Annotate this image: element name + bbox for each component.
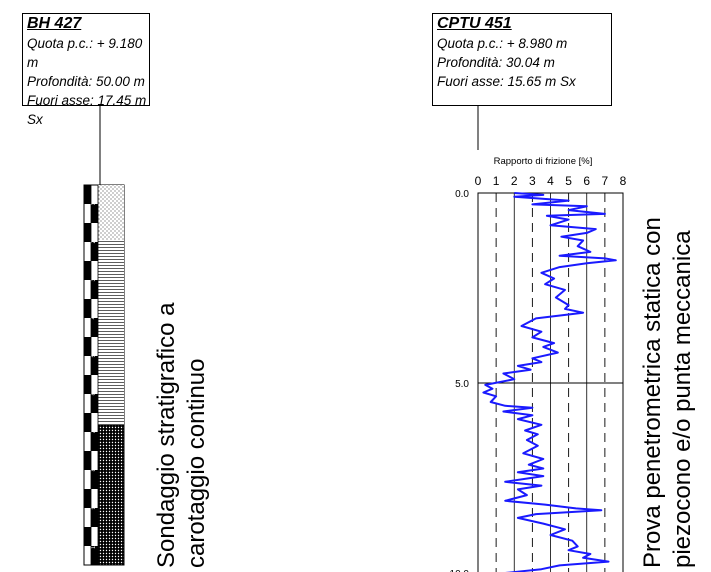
- x-tick-label: 6: [583, 174, 590, 188]
- borehole-depth: Profondità: 50.00 m: [27, 74, 145, 89]
- cptu-caption-line1: Prova penetrometrica statica con: [639, 217, 666, 568]
- cptu-info-box: CPTU 451 Quota p.c.: + 8.980 m Profondit…: [432, 13, 612, 106]
- sand-layer-top: [98, 185, 124, 240]
- depth-bar-8: [84, 451, 91, 470]
- depth-bar-5: [84, 337, 91, 356]
- x-tick-label: 1: [493, 174, 500, 188]
- borehole-info-box: BH 427 Quota p.c.: + 9.180 m Profondità:…: [22, 13, 150, 127]
- x-tick-label: 4: [547, 174, 554, 188]
- depth-bar-1: [84, 185, 91, 204]
- depth-bar-4: [84, 299, 91, 318]
- depth-scale-label: 6: [91, 392, 97, 395]
- depth-scale-label: 2: [91, 240, 97, 243]
- cptu-depth: Profondità: 30.04 m: [437, 55, 555, 70]
- cptu-quota: Quota p.c.: + 8.980 m: [437, 36, 568, 51]
- depth-scale-label: 1: [91, 202, 97, 205]
- depth-bar-6: [84, 375, 91, 394]
- borehole-title: BH 427: [27, 15, 82, 32]
- x-tick-label: 5: [565, 174, 572, 188]
- silt-layer: [98, 240, 124, 425]
- depth-bar-alt-3: [91, 280, 98, 299]
- cptu-caption-line2: piezocono e/o punta meccanica: [669, 230, 696, 568]
- depth-bar-alt-2: [91, 242, 98, 261]
- depth-scale-label: 3: [91, 278, 97, 281]
- depth-bar-3: [84, 261, 91, 280]
- depth-scale-label: 4: [91, 316, 97, 319]
- depth-bar-alt-9: [91, 508, 98, 527]
- y-tick-label: 10.0: [450, 569, 470, 572]
- depth-scale-label: 10: [91, 543, 97, 549]
- x-tick-label: 7: [602, 174, 609, 188]
- depth-scale-label: 5: [91, 354, 97, 357]
- depth-bar-9: [84, 489, 91, 508]
- cptu-title: CPTU 451: [437, 15, 512, 32]
- friction-ratio-series: [482, 192, 617, 572]
- depth-bar-10: [84, 527, 91, 546]
- cptu-offset: Fuori asse: 15.65 m Sx: [437, 74, 576, 89]
- depth-bar-alt-10: [91, 546, 98, 565]
- borehole-quota: Quota p.c.: + 9.180 m: [27, 36, 143, 70]
- depth-bar-2: [84, 223, 91, 242]
- x-tick-label: 3: [529, 174, 536, 188]
- x-tick-label: 2: [511, 174, 518, 188]
- depth-scale-label: 9: [91, 506, 97, 509]
- borehole-offset: Fuori asse: 17.45 m Sx: [27, 93, 147, 127]
- y-tick-label: 0.0: [455, 189, 469, 200]
- x-tick-label: 8: [620, 174, 627, 188]
- borehole-caption-line2: carotaggio continuo: [183, 358, 210, 568]
- depth-bar-alt-4: [91, 318, 98, 337]
- gravel-layer: [98, 425, 124, 565]
- depth-bar-alt-7: [91, 432, 98, 451]
- depth-bar-7: [84, 413, 91, 432]
- depth-bar-alt-6: [91, 394, 98, 413]
- cptu-caption: Prova penetrometrica statica con piezoco…: [638, 217, 698, 568]
- depth-scale-label: 8: [91, 468, 97, 471]
- depth-bar-alt-5: [91, 356, 98, 375]
- chart-title: Rapporto di frizione [%]: [494, 156, 593, 167]
- x-tick-label: 0: [475, 174, 482, 188]
- borehole-caption: Sondaggio stratigrafico a carotaggio con…: [152, 303, 212, 569]
- depth-bar-alt-1: [91, 204, 98, 223]
- borehole-caption-line1: Sondaggio stratigrafico a: [153, 302, 180, 569]
- depth-scale-label: 7: [91, 430, 97, 433]
- y-tick-label: 5.0: [455, 379, 469, 390]
- borehole-column: 1 2 3 4 5 6 7 8 9 10: [83, 184, 125, 566]
- depth-bar-alt-8: [91, 470, 98, 489]
